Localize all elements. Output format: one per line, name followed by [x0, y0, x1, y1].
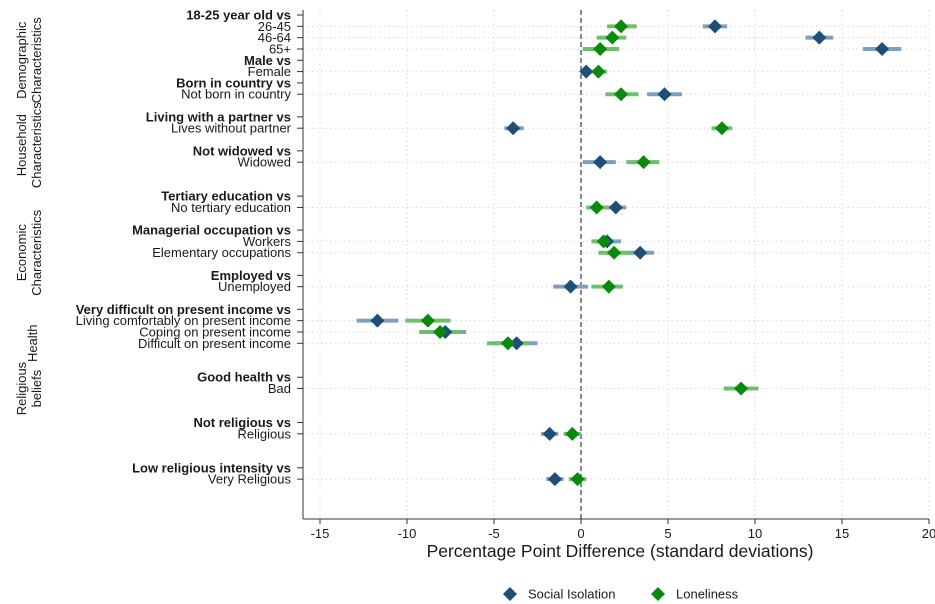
row-label: 65+	[269, 41, 291, 56]
marker-social-isolation	[608, 200, 623, 215]
row-header-label: Not widowed vs	[193, 143, 291, 158]
marker-social-isolation	[542, 426, 557, 441]
x-tick-label: 5	[664, 526, 671, 541]
row-header-label: Tertiary education vs	[161, 189, 291, 204]
row-header-label: Good health vs	[197, 370, 291, 385]
row-header-label: Living with a partner vs	[146, 109, 291, 124]
marker-social-isolation	[633, 245, 648, 260]
row-header-label: Employed vs	[211, 268, 291, 283]
group-label-line: Religious	[14, 361, 29, 415]
group-label: Health	[25, 324, 40, 362]
row-label: Very Religious	[208, 472, 292, 487]
row-label: Elementary occupations	[152, 245, 291, 260]
row-header-label: Born in country vs	[176, 75, 291, 90]
row-label: Workers	[243, 234, 292, 249]
group-label: Religious beliefs	[14, 361, 44, 415]
group-label-line: Characteristics	[29, 17, 44, 103]
legend: Social Isolation Loneliness	[503, 587, 739, 602]
marker-loneliness	[596, 234, 611, 249]
group-label: Demographic Characteristics	[14, 17, 44, 103]
legend-label: Social Isolation	[528, 587, 615, 602]
x-axis: -15 -10 -5 0 5 10 15 20	[302, 10, 935, 541]
group-label-line: Economic	[14, 224, 29, 282]
row-label: 26-45	[258, 19, 291, 34]
marker-loneliness	[420, 313, 435, 328]
marker-social-isolation	[509, 336, 524, 351]
marker-loneliness	[605, 30, 620, 45]
row-label: 46-64	[258, 30, 291, 45]
row-header-label: Very difficult on present income vs	[76, 302, 291, 317]
row-label: Widowed	[238, 155, 291, 170]
marker-loneliness	[593, 41, 608, 56]
group-label: Economic Characteristics	[14, 209, 44, 295]
row-label: Bad	[268, 381, 291, 396]
row-label: Living comfortably on present income	[76, 313, 291, 328]
group-label: Household Characteristics	[14, 102, 44, 188]
marker-loneliness	[591, 64, 606, 79]
row-header-label: Managerial occupation vs	[132, 223, 291, 238]
x-tick-label: -5	[488, 526, 500, 541]
row-header-label: Male vs	[244, 53, 291, 68]
marker-social-isolation	[370, 313, 385, 328]
marker-loneliness	[433, 324, 448, 339]
x-tick-label: 20	[922, 526, 935, 541]
marker-loneliness	[614, 19, 629, 34]
group-label-line: Health	[25, 324, 40, 362]
marker-loneliness	[589, 200, 604, 215]
marker-social-isolation	[579, 64, 594, 79]
group-label-line: Characteristics	[29, 209, 44, 295]
row-label: Unemployed	[218, 279, 291, 294]
row-header-label: 18-25 year old vs	[186, 8, 291, 23]
legend-marker-loneliness	[651, 587, 665, 601]
x-tick-label: 10	[748, 526, 762, 541]
row-label: Coping on present income	[139, 324, 291, 339]
data-markers	[370, 19, 890, 487]
grid-lines	[303, 10, 930, 519]
marker-loneliness	[601, 279, 616, 294]
marker-social-isolation	[593, 155, 608, 170]
group-label-line: beliefs	[29, 369, 44, 407]
group-label-line: Demographic	[14, 21, 29, 99]
marker-loneliness	[714, 121, 729, 136]
marker-loneliness	[734, 381, 749, 396]
x-tick-label: 15	[835, 526, 849, 541]
marker-social-isolation	[563, 279, 578, 294]
marker-loneliness	[570, 472, 585, 487]
marker-loneliness	[607, 245, 622, 260]
row-header-label: Not religious vs	[193, 415, 291, 430]
marker-loneliness	[500, 336, 515, 351]
marker-social-isolation	[547, 472, 562, 487]
marker-social-isolation	[657, 87, 672, 102]
x-axis-title: Percentage Point Difference (standard de…	[427, 541, 814, 561]
marker-loneliness	[636, 155, 651, 170]
row-label: Female	[248, 64, 291, 79]
x-tick-label: 0	[577, 526, 584, 541]
marker-social-isolation	[506, 121, 521, 136]
legend-marker-social-isolation	[503, 587, 517, 601]
row-label: Religious	[238, 426, 292, 441]
marker-social-isolation	[812, 30, 827, 45]
x-tick-label: -15	[311, 526, 330, 541]
row-label: Not born in country	[181, 87, 291, 102]
row-label: Difficult on present income	[138, 336, 291, 351]
row-header-label: Low religious intensity vs	[132, 460, 291, 475]
row-label: No tertiary education	[171, 200, 291, 215]
marker-social-isolation	[875, 41, 890, 56]
group-label-line: Household	[14, 114, 29, 176]
marker-loneliness	[614, 87, 629, 102]
row-label: Lives without partner	[171, 121, 292, 136]
legend-label: Loneliness	[676, 587, 739, 602]
group-label-line: Characteristics	[29, 102, 44, 188]
x-tick-label: -10	[398, 526, 417, 541]
marker-social-isolation	[707, 19, 722, 34]
marker-loneliness	[565, 426, 580, 441]
